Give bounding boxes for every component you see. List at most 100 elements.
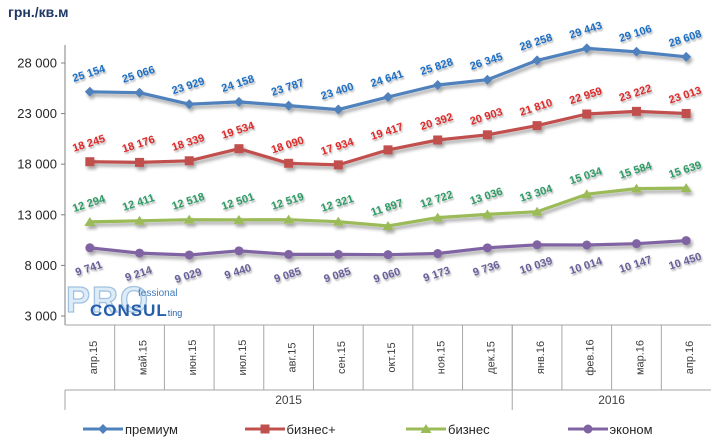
data-point-label: 15 034 [568,165,605,187]
series-business-plus-line [85,106,691,170]
data-point-label: 12 722 [419,189,455,211]
data-point-label: 23 787 [270,77,306,99]
data-point-label: 19 534 [220,120,257,142]
data-point-label: 24 641 [369,68,405,90]
watermark-logo: PROfessional CONSULting [65,279,183,320]
series-economy-line [85,236,691,260]
data-point-label: 9 741 [74,259,104,279]
data-point-label: 23 013 [667,85,703,107]
data-point-label: 25 154 [71,63,108,85]
x-tick-label: авг.15 [287,343,299,373]
x-tick-label: май.15 [137,340,149,375]
chart-legend: премиум бизнес+ бизнес эконом [65,414,711,444]
watermark-ting-text: ting [167,308,183,318]
legend-label: премиум [125,421,178,437]
legend-label: бизнес [448,421,490,437]
data-point-label: 11 897 [370,197,405,219]
data-point-label: 25 828 [419,56,455,78]
data-point-label: 13 304 [518,183,555,205]
y-tick-label: 3 000 [24,309,57,324]
data-point-label: 12 411 [121,192,156,214]
x-tick-label: дек.15 [485,341,497,374]
x-tick-label: фев.16 [585,339,597,375]
watermark-pro-text: PRO [65,279,151,320]
data-point-label: 23 222 [618,83,654,105]
x-tick-label: июл.15 [237,340,249,376]
data-point-label: 20 903 [469,106,505,128]
data-point-label: 18 339 [170,132,206,154]
data-point-label: 24 158 [220,73,256,95]
x-tick-label: апр.16 [684,341,696,374]
legend-item-economy: эконом [550,422,711,437]
watermark-fessional-text: fessional [138,288,178,299]
y-tick-label: 28 000 [17,56,57,71]
data-point-label: 12 518 [170,191,206,213]
circle-marker-icon [567,424,608,434]
data-point-label: 28 258 [518,32,554,54]
x-tick-label: сен.15 [336,341,348,374]
data-point-label: 15 639 [667,159,703,181]
data-point-label: 9 060 [372,266,402,286]
data-point-label: 12 321 [320,193,356,215]
data-point-label: 25 066 [121,64,157,86]
data-point-label: 20 392 [419,111,455,133]
series-business-line [84,183,692,230]
data-point-label: 9 173 [422,265,452,285]
year-group-label: 2016 [598,393,625,407]
triangle-marker-icon [406,424,446,433]
data-point-label: 10 450 [667,251,703,273]
data-point-label: 29 443 [568,20,604,42]
data-point-label: 28 608 [667,28,703,50]
year-group-label: 2015 [275,393,302,407]
x-tick-label: мар.16 [634,340,646,375]
data-point-label: 9 029 [173,266,203,286]
y-tick-label: 23 000 [17,106,57,121]
data-point-label: 10 039 [518,255,554,277]
data-point-label: 18 090 [270,135,306,157]
diamond-marker-icon [83,424,123,434]
data-point-label: 9 736 [472,259,502,279]
data-point-label: 9 085 [322,266,352,286]
data-point-label: 21 810 [518,97,554,119]
data-point-label: 29 106 [618,23,654,45]
data-point-label: 10 014 [568,255,605,277]
data-point-label: 10 147 [618,254,654,276]
x-tick-label: июн.15 [187,340,199,376]
series-business-data-labels: 12 294 12 411 12 518 12 501 12 519 12 321 11 8… [71,159,703,219]
data-point-label: 23 929 [170,75,206,97]
data-point-label: 12 519 [270,191,306,213]
data-point-label: 15 584 [618,160,655,182]
x-tick-label: янв.16 [535,341,547,374]
legend-label: эконом [609,421,653,437]
legend-item-business-plus: бизнес+ [227,422,389,437]
y-tick-label: 8 000 [24,258,57,273]
data-point-label: 17 934 [320,136,357,158]
data-point-label: 26 345 [469,51,505,73]
data-point-label: 13 036 [469,186,505,208]
series-premium-line [84,43,692,115]
data-point-label: 9 440 [223,262,253,282]
data-point-label: 18 245 [71,133,107,155]
data-point-label: 22 959 [568,85,604,107]
data-point-label: 23 400 [320,81,356,103]
data-point-label: 12 294 [71,193,108,215]
x-tick-label: окт.15 [386,342,398,372]
data-point-label: 19 417 [369,121,405,143]
legend-item-premium: премиум [65,422,227,437]
y-tick-label: 13 000 [17,207,57,222]
data-point-label: 18 176 [121,134,157,156]
watermark-consul-text: CONSUL [90,301,168,320]
x-tick-label: ноя.15 [436,341,448,374]
x-tick-label: апр.15 [88,341,100,374]
data-point-label: 9 085 [273,266,303,286]
data-point-label: 9 214 [124,264,155,284]
square-marker-icon [244,424,285,434]
y-tick-label: 18 000 [17,157,57,172]
y-axis-title: грн./кв.м [8,4,69,20]
legend-item-business: бизнес [388,422,550,437]
series-premium-data-labels: 25 154 25 066 23 929 24 158 23 787 23 400 24 6… [71,20,703,103]
legend-label: бизнес+ [286,421,336,437]
data-point-label: 12 501 [220,191,256,213]
